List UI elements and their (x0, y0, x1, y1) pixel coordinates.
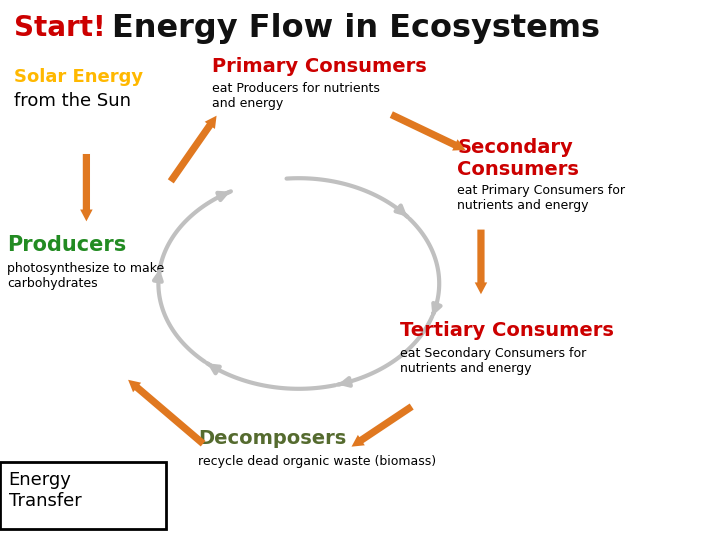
Text: Tertiary Consumers: Tertiary Consumers (400, 321, 613, 340)
FancyBboxPatch shape (0, 462, 166, 529)
Text: from the Sun: from the Sun (14, 92, 132, 110)
Text: Secondary
Consumers: Secondary Consumers (457, 138, 579, 179)
Text: Solar Energy: Solar Energy (14, 68, 143, 85)
Text: eat Producers for nutrients
and energy: eat Producers for nutrients and energy (212, 82, 380, 110)
Text: eat Primary Consumers for
nutrients and energy: eat Primary Consumers for nutrients and … (457, 184, 625, 212)
Text: Primary Consumers: Primary Consumers (212, 57, 427, 76)
Text: Producers: Producers (7, 235, 127, 255)
Text: Energy
Transfer: Energy Transfer (9, 471, 81, 510)
Text: eat Secondary Consumers for
nutrients and energy: eat Secondary Consumers for nutrients an… (400, 347, 586, 375)
Text: Decomposers: Decomposers (198, 429, 346, 448)
Text: Start!: Start! (14, 14, 106, 42)
Text: photosynthesize to make
carbohydrates: photosynthesize to make carbohydrates (7, 262, 164, 290)
Text: recycle dead organic waste (biomass): recycle dead organic waste (biomass) (198, 455, 436, 468)
Text: Energy Flow in Ecosystems: Energy Flow in Ecosystems (112, 14, 600, 44)
